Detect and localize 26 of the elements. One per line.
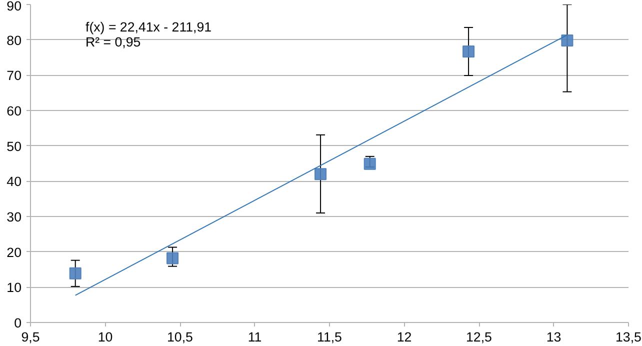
- x-tick-label: 13: [546, 330, 562, 344]
- point: [69, 267, 82, 280]
- y-tick-label: 70: [6, 68, 22, 84]
- point: [561, 34, 574, 47]
- x-tick-label: 11,5: [317, 330, 342, 344]
- x-tick-label: 13,5: [616, 330, 642, 344]
- y-tick-label: 10: [6, 280, 22, 296]
- y-tick-label: 90: [6, 0, 22, 14]
- y-tick-label: 50: [6, 138, 22, 154]
- y-tick-label: 20: [6, 244, 22, 260]
- y-tick-label: 80: [6, 32, 22, 48]
- x-tick-label: 10,5: [167, 330, 193, 344]
- x-tick-label: 9,5: [21, 330, 40, 344]
- point: [314, 168, 327, 180]
- x-tick-label: 12,5: [466, 330, 492, 344]
- annotation: f(x) = 22,41x - 211,91: [86, 20, 212, 34]
- annotation: R² = 0,95: [86, 34, 141, 50]
- y-tick-label: 40: [6, 174, 22, 190]
- y-tick-label: 0: [14, 316, 22, 330]
- x-tick-label: 10: [98, 330, 113, 344]
- y-tick-label: 60: [6, 104, 22, 118]
- point: [166, 252, 179, 264]
- y-tick-label: 30: [6, 210, 22, 224]
- point: [462, 45, 475, 58]
- x-tick-label: 11: [248, 330, 262, 344]
- x-tick-label: 12: [396, 330, 412, 344]
